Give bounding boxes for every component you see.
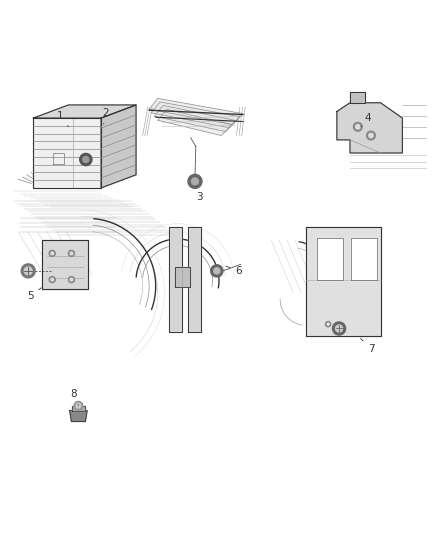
Circle shape [327,323,329,325]
Text: 3: 3 [196,186,203,201]
Circle shape [214,268,220,274]
Circle shape [191,178,198,185]
Polygon shape [317,238,343,280]
Polygon shape [188,227,201,332]
Polygon shape [175,266,190,287]
Text: 2: 2 [102,108,109,124]
Text: 8: 8 [71,389,78,405]
Circle shape [21,264,35,278]
Circle shape [369,133,373,138]
Polygon shape [149,99,243,125]
Circle shape [51,278,53,281]
Circle shape [356,125,360,129]
Circle shape [70,278,73,281]
Circle shape [83,157,89,163]
Polygon shape [350,92,365,103]
Circle shape [68,251,74,256]
Polygon shape [33,105,136,118]
Text: 4: 4 [361,113,371,127]
Text: 1: 1 [57,111,68,127]
Polygon shape [42,240,88,289]
Polygon shape [70,410,87,422]
Circle shape [70,252,73,255]
Circle shape [49,277,55,282]
Polygon shape [72,406,85,410]
Circle shape [188,174,202,188]
Circle shape [211,265,223,277]
Polygon shape [151,102,240,128]
Polygon shape [337,103,403,153]
Circle shape [332,322,346,335]
Text: 5: 5 [27,288,41,301]
Text: 7: 7 [360,338,374,354]
Polygon shape [33,118,101,188]
Circle shape [51,252,53,255]
Circle shape [74,401,83,410]
Circle shape [68,277,74,282]
Polygon shape [306,227,381,336]
Circle shape [336,325,343,332]
Circle shape [80,154,92,166]
Polygon shape [154,106,237,132]
Circle shape [325,321,331,327]
Circle shape [353,123,362,131]
Polygon shape [351,238,378,280]
Polygon shape [101,105,136,188]
Polygon shape [158,109,232,135]
Text: 6: 6 [226,266,242,276]
Circle shape [24,267,32,275]
Circle shape [367,131,375,140]
Polygon shape [169,227,182,332]
Circle shape [76,403,81,408]
Circle shape [49,251,55,256]
